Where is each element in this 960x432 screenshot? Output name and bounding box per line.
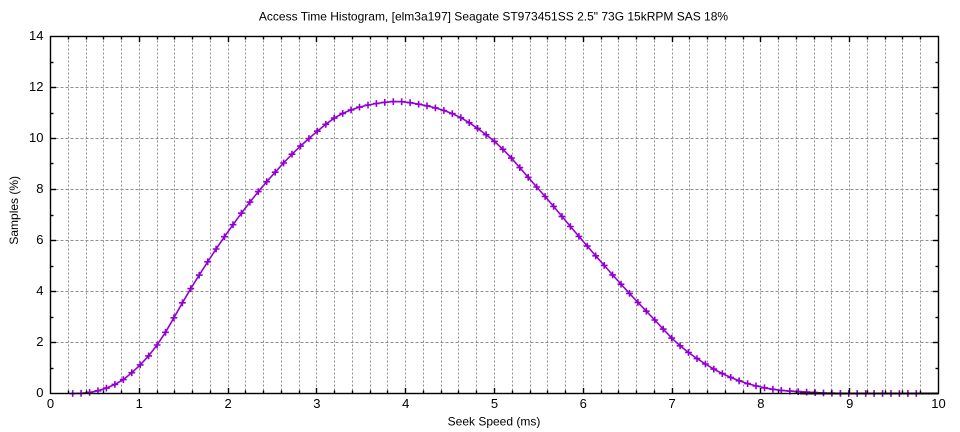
svg-text:12: 12 — [29, 79, 43, 94]
svg-text:8: 8 — [757, 396, 764, 411]
svg-text:0: 0 — [47, 396, 54, 411]
svg-text:4: 4 — [402, 396, 409, 411]
svg-text:Samples (%): Samples (%) — [7, 176, 21, 245]
svg-text:10: 10 — [29, 130, 43, 145]
svg-text:2: 2 — [36, 334, 43, 349]
svg-text:9: 9 — [846, 396, 853, 411]
svg-text:4: 4 — [36, 283, 43, 298]
svg-text:6: 6 — [580, 396, 587, 411]
svg-text:5: 5 — [491, 396, 498, 411]
svg-text:3: 3 — [313, 396, 320, 411]
svg-text:10: 10 — [931, 396, 945, 411]
svg-text:0: 0 — [36, 385, 43, 400]
svg-text:7: 7 — [668, 396, 675, 411]
svg-text:8: 8 — [36, 181, 43, 196]
svg-text:2: 2 — [224, 396, 231, 411]
svg-text:6: 6 — [36, 232, 43, 247]
svg-text:Access Time Histogram, [elm3a1: Access Time Histogram, [elm3a197] Seagat… — [259, 10, 728, 24]
svg-text:14: 14 — [29, 28, 43, 43]
svg-text:1: 1 — [136, 396, 143, 411]
svg-text:Seek Speed (ms): Seek Speed (ms) — [448, 415, 541, 429]
